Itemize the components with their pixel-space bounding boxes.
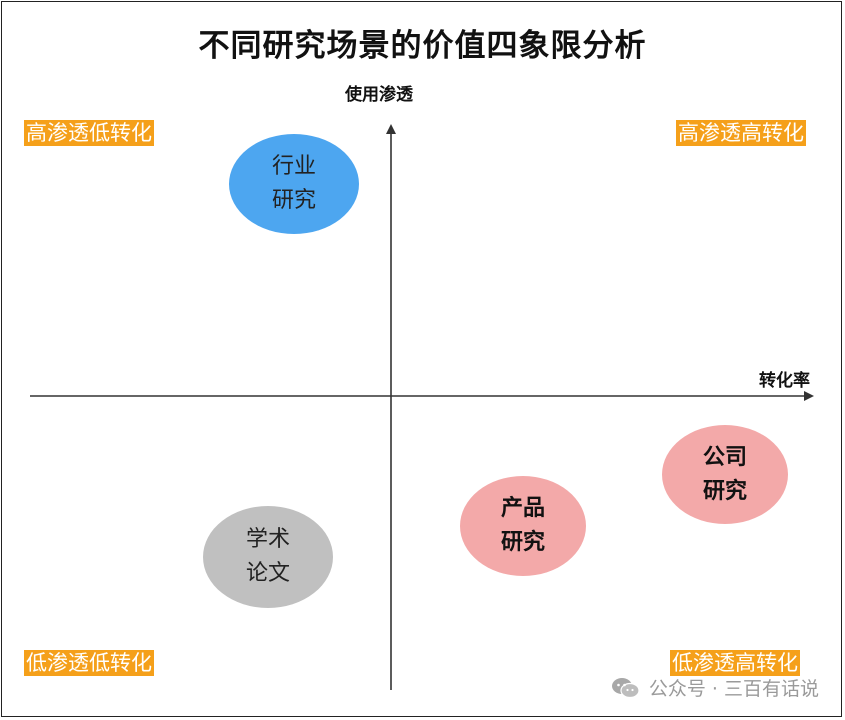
quadrant-label-top-left: 高渗透低转化 (24, 120, 154, 146)
bubble-company-research: 公司研究 (662, 425, 788, 524)
bubble-label: 学术论文 (245, 527, 290, 586)
bubble-label: 产品研究 (500, 496, 545, 555)
bubble-academic-paper: 学术论文 (203, 506, 333, 608)
quadrant-label-bottom-right: 低渗透高转化 (670, 650, 800, 676)
x-axis-label: 转化率 (759, 371, 810, 391)
bubble-industry-research: 行业研究 (229, 134, 359, 234)
bubble-label: 行业研究 (271, 154, 316, 213)
quadrant-label-top-right: 高渗透高转化 (676, 120, 806, 146)
wechat-icon (611, 677, 640, 698)
quadrant-label-bottom-left: 低渗透低转化 (24, 650, 154, 676)
bubble-label: 公司研究 (702, 444, 747, 504)
diagram-title: 不同研究场景的价值四象限分析 (198, 28, 647, 64)
bubble-product-research: 产品研究 (460, 476, 586, 576)
watermark: 公众号 · 三百有话说 (611, 674, 819, 701)
watermark-text: 公众号 · 三百有话说 (648, 678, 819, 700)
y-axis-label: 使用渗透 (345, 85, 413, 105)
